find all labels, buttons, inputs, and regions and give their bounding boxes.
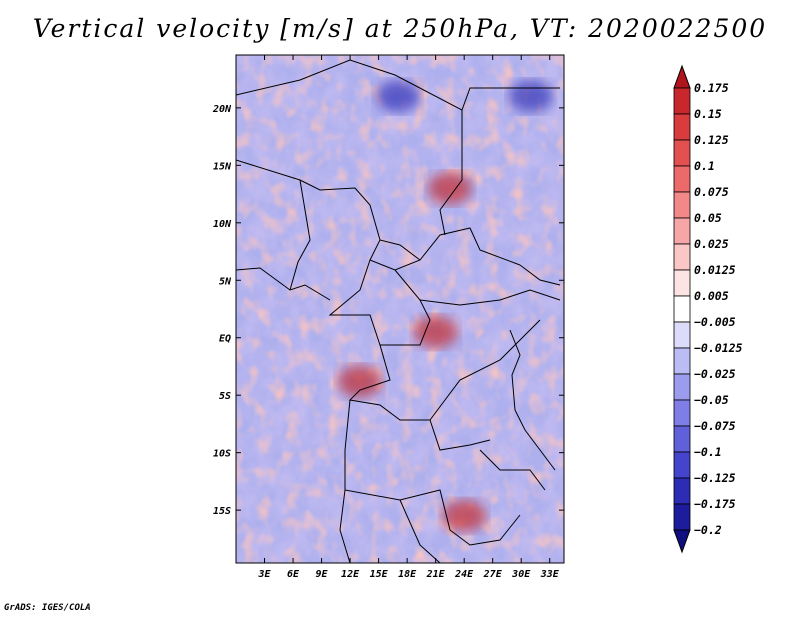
colorbar-swatch-top	[673, 64, 691, 89]
map-plot-area	[236, 55, 564, 563]
x-tick-label: 27E	[483, 569, 503, 580]
field-feature-positive	[442, 499, 487, 532]
colorbar-swatch	[673, 373, 691, 401]
colorbar-label: −0.125	[694, 471, 736, 485]
x-tick-label: 24E	[454, 569, 474, 580]
colorbar-label: −0.075	[694, 419, 736, 433]
colorbar-swatch	[673, 347, 691, 375]
colorbar-label: −0.2	[694, 523, 722, 537]
field-feature-negative	[375, 80, 420, 113]
colorbar-label: 0.075	[694, 185, 729, 199]
y-tick-label: 5S	[219, 391, 231, 402]
colorbar-swatch	[673, 503, 691, 531]
field-feature-negative	[508, 80, 553, 113]
y-tick-label: 10N	[213, 219, 232, 230]
x-tick-label: 18E	[398, 569, 417, 580]
y-tick-label: 20N	[212, 104, 232, 115]
field-feature-positive	[337, 365, 382, 398]
y-tick-label: 10S	[213, 449, 231, 460]
colorbar-swatch	[673, 139, 691, 167]
map-frame	[235, 54, 565, 564]
country-borders	[236, 59, 561, 563]
x-tick-label: 15E	[370, 569, 389, 580]
colorbar-swatch	[673, 165, 691, 193]
colorbar: 0.175 0.15 0.125 0.1 0.075 0.05 0.025 0.0125 0.0…	[673, 64, 743, 554]
chart-title: Vertical velocity [m/s] at 250hPa, VT: 2…	[32, 14, 768, 43]
colorbar-label: −0.0125	[694, 341, 743, 355]
colorbar-label: 0.125	[694, 133, 729, 147]
colorbar-label: 0.1	[694, 159, 715, 173]
colorbar-swatch-bottom	[673, 529, 691, 554]
colorbar-label: −0.1	[694, 445, 722, 459]
y-tick-label: 15S	[213, 506, 231, 517]
colorbar-swatch	[673, 425, 691, 453]
colorbar-label: −0.05	[694, 393, 729, 407]
colorbar-swatch	[673, 321, 691, 349]
colorbar-label: 0.005	[694, 289, 729, 303]
colorbar-label: 0.05	[694, 211, 722, 225]
y-tick-label: 15N	[213, 161, 232, 172]
colorbar-label: 0.175	[694, 81, 729, 95]
colorbar-label: 0.0125	[694, 263, 736, 277]
x-tick-label: 30E	[511, 569, 531, 580]
chart-figure: 3E 6E 9E 12E 15E 18E 21E 24E 27E 30E 33E 20N 15N 10N…	[212, 54, 743, 580]
colorbar-label: −0.005	[694, 315, 736, 329]
x-tick-label: 12E	[341, 569, 360, 580]
footer-credit: GrADS: IGES/COLA	[4, 603, 91, 613]
colorbar-swatch	[673, 243, 691, 271]
colorbar-swatch	[673, 191, 691, 219]
y-tick-label: 5N	[219, 276, 232, 287]
x-axis: 3E 6E 9E 12E 15E 18E 21E 24E 27E 30E 33E	[257, 55, 560, 580]
colorbar-label: −0.025	[694, 367, 736, 381]
field-feature-positive	[427, 172, 472, 205]
x-tick-label: 21E	[426, 569, 446, 580]
x-tick-label: 6E	[287, 569, 300, 580]
colorbar-swatch	[673, 269, 691, 297]
colorbar-swatch	[673, 399, 691, 427]
x-tick-label: 3E	[257, 569, 271, 580]
colorbar-label: −0.175	[694, 497, 736, 511]
colorbar-swatch	[673, 217, 691, 245]
x-tick-label: 33E	[540, 569, 560, 580]
colorbar-label: 0.15	[694, 107, 722, 121]
colorbar-swatch	[673, 477, 691, 505]
field-feature-positive	[413, 315, 458, 348]
colorbar-swatch	[673, 295, 691, 323]
colorbar-swatch	[673, 113, 691, 141]
colorbar-swatch	[673, 87, 691, 115]
y-axis: 20N 15N 10N 5N EQ 5S 10S 15S	[212, 104, 564, 517]
colorbar-label: 0.025	[694, 237, 729, 251]
x-tick-label: 9E	[316, 569, 329, 580]
colorbar-swatch	[673, 451, 691, 479]
y-tick-label: EQ	[219, 334, 231, 345]
